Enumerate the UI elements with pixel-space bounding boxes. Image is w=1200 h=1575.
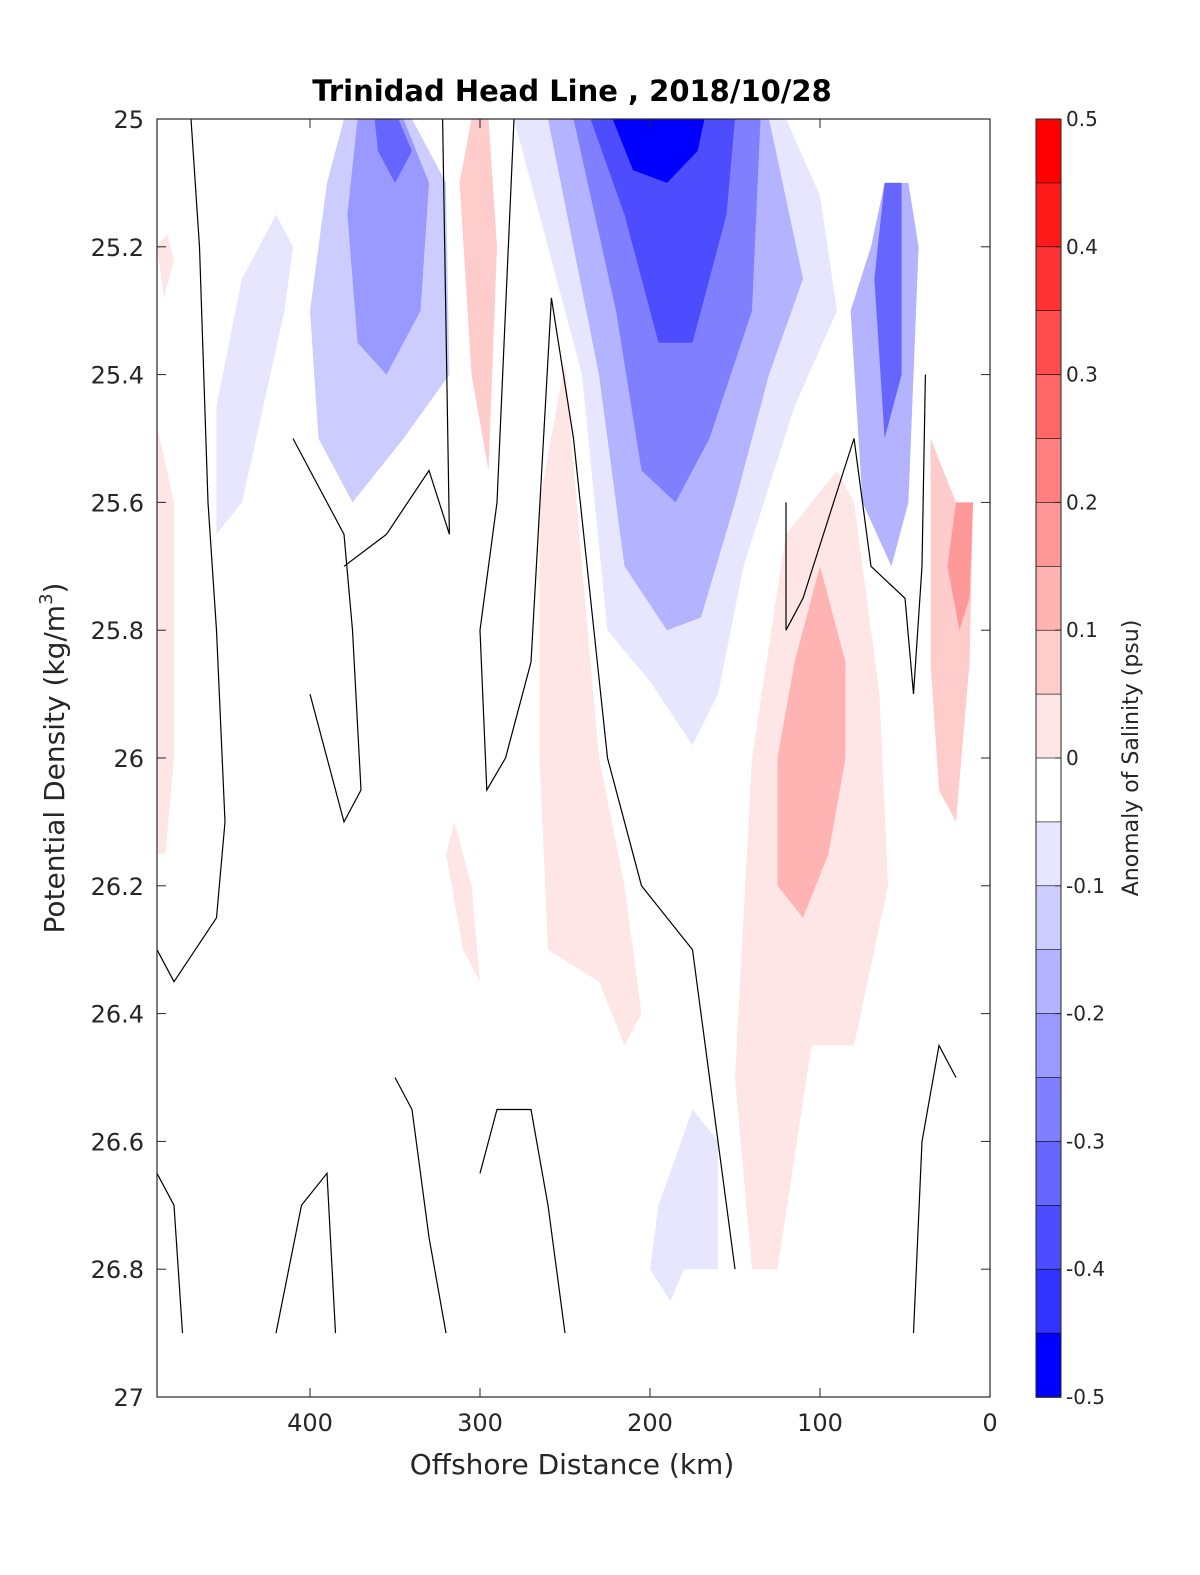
region-blue-main-core-4: [590, 119, 735, 343]
region-blue-nearshore-core-2: [874, 182, 902, 439]
x-tick-label: 0: [982, 1409, 997, 1437]
x-tick-label: 100: [797, 1409, 843, 1437]
contour-line-6: [275, 1171, 337, 1334]
y-tick-label: 25.6: [91, 489, 144, 517]
colorbar-level: [1035, 757, 1062, 823]
colorbar-level: [1035, 374, 1062, 440]
x-tick-label: 400: [287, 1409, 333, 1437]
region-blue-deep-patch: [650, 1109, 718, 1302]
region-red-patch-small-deep: [446, 821, 480, 982]
y-tick-label: 26.8: [91, 1256, 144, 1284]
colorbar-level: [1035, 1205, 1062, 1271]
y-tick-label: 26: [113, 745, 144, 773]
colorbar-level: [1035, 310, 1062, 376]
y-tick-label: 26.4: [91, 1001, 144, 1029]
contour-line-1: [292, 438, 362, 824]
region-blue-patch-far-offshore: [216, 214, 293, 535]
region-red-patch-nearshore-mid-2: [777, 566, 846, 918]
y-tick-label: 25: [113, 106, 144, 134]
colorbar-level: [1035, 438, 1062, 504]
colorbar-level: [1035, 1141, 1062, 1207]
chart-title: Trinidad Head Line , 2018/10/28: [312, 74, 832, 108]
colorbar-level: [1035, 502, 1062, 568]
contour-line-9: [912, 1043, 957, 1334]
contour-line-3: [479, 119, 736, 1270]
colorbar-tick-label: -0.5: [1066, 1385, 1105, 1409]
contour-line-7: [394, 1077, 447, 1334]
region-red-patch-offshore-edge: [157, 425, 174, 854]
colorbar-level: [1035, 118, 1062, 184]
colorbar-level: [1035, 182, 1062, 248]
colorbar-tick-label: 0.5: [1066, 107, 1098, 131]
filled-regions: [157, 119, 973, 1302]
contour-line-4: [785, 374, 926, 695]
colorbar-level: [1035, 1268, 1062, 1334]
region-blue-core-offshore-top-deep: [374, 119, 412, 183]
x-axis-label: Offshore Distance (km): [410, 1448, 735, 1481]
colorbar: 0.5 0.4 0.3 0.2 0.1 0 -0.1 -0.2 -0.3 -0.4 -0.5 Ano…: [1035, 107, 1144, 1409]
region-blue-main-core-5: [612, 119, 705, 183]
colorbar-tick-label: 0: [1066, 746, 1079, 770]
y-axis-label: Potential Density (kg/m3): [36, 583, 71, 934]
contour-line-0: [157, 119, 226, 983]
y-axis-label-superscript: 3: [36, 593, 57, 604]
colorbar-level: [1035, 629, 1062, 695]
contour-lines: [157, 119, 957, 1334]
region-red-patch-mid: [539, 361, 642, 1046]
colorbar-level: [1035, 1013, 1062, 1079]
y-tick-label: 25.2: [91, 234, 144, 262]
contour-line-8: [479, 1108, 566, 1334]
colorbar-level: [1035, 1332, 1062, 1398]
region-blue-core-offshore-top-inner: [347, 119, 429, 375]
region-red-patch-coast-inner: [947, 502, 973, 631]
colorbar-tick-label: 0.3: [1066, 363, 1098, 387]
y-axis-ticks: 25 25.2 25.4 25.6 25.8 26 26.2 26.4 26.6 26.8 27: [91, 106, 990, 1412]
colorbar-tick-label: -0.1: [1066, 874, 1105, 898]
colorbar-level: [1035, 246, 1062, 312]
contour-line-2: [343, 119, 450, 567]
colorbar-level: [1035, 1077, 1062, 1143]
colorbar-tick-label: 0.4: [1066, 235, 1098, 259]
y-tick-label: 26.6: [91, 1128, 144, 1156]
y-axis-label-tail: ): [38, 583, 71, 594]
colorbar-level: [1035, 949, 1062, 1015]
colorbar-label: Anomaly of Salinity (psu): [1119, 620, 1144, 897]
y-tick-label: 27: [113, 1384, 144, 1412]
x-tick-label: 200: [627, 1409, 673, 1437]
colorbar-level: [1035, 885, 1062, 951]
plot-area: 400 300 200 100 0 25 25.2 25.4 25.6 25.8 26 26.2 26…: [91, 106, 998, 1437]
y-tick-label: 25.4: [91, 362, 144, 390]
colorbar-tick-label: -0.2: [1066, 1002, 1105, 1026]
colorbar-level: [1035, 821, 1062, 887]
colorbar-tick-label: -0.4: [1066, 1257, 1105, 1281]
colorbar-tick-label: 0.1: [1066, 618, 1098, 642]
y-axis-label-text: Potential Density (kg/m: [38, 605, 71, 934]
region-red-patch-upper-mid: [459, 119, 497, 471]
y-tick-label: 25.8: [91, 617, 144, 645]
colorbar-tick-label: 0.2: [1066, 490, 1098, 514]
y-tick-label: 26.2: [91, 873, 144, 901]
contour-line-5: [157, 1173, 184, 1334]
colorbar-tick-label: -0.3: [1066, 1129, 1105, 1153]
region-red-patch-offshore-edge-top: [157, 234, 174, 298]
colorbar-ticks: 0.5 0.4 0.3 0.2 0.1 0 -0.1 -0.2 -0.3 -0.4 -0.5: [1055, 107, 1105, 1409]
colorbar-level: [1035, 565, 1062, 631]
x-axis-ticks: 400 300 200 100 0: [287, 119, 998, 1437]
colorbar-levels: [1035, 118, 1062, 1398]
x-tick-label: 300: [457, 1409, 503, 1437]
colorbar-level: [1035, 693, 1062, 759]
